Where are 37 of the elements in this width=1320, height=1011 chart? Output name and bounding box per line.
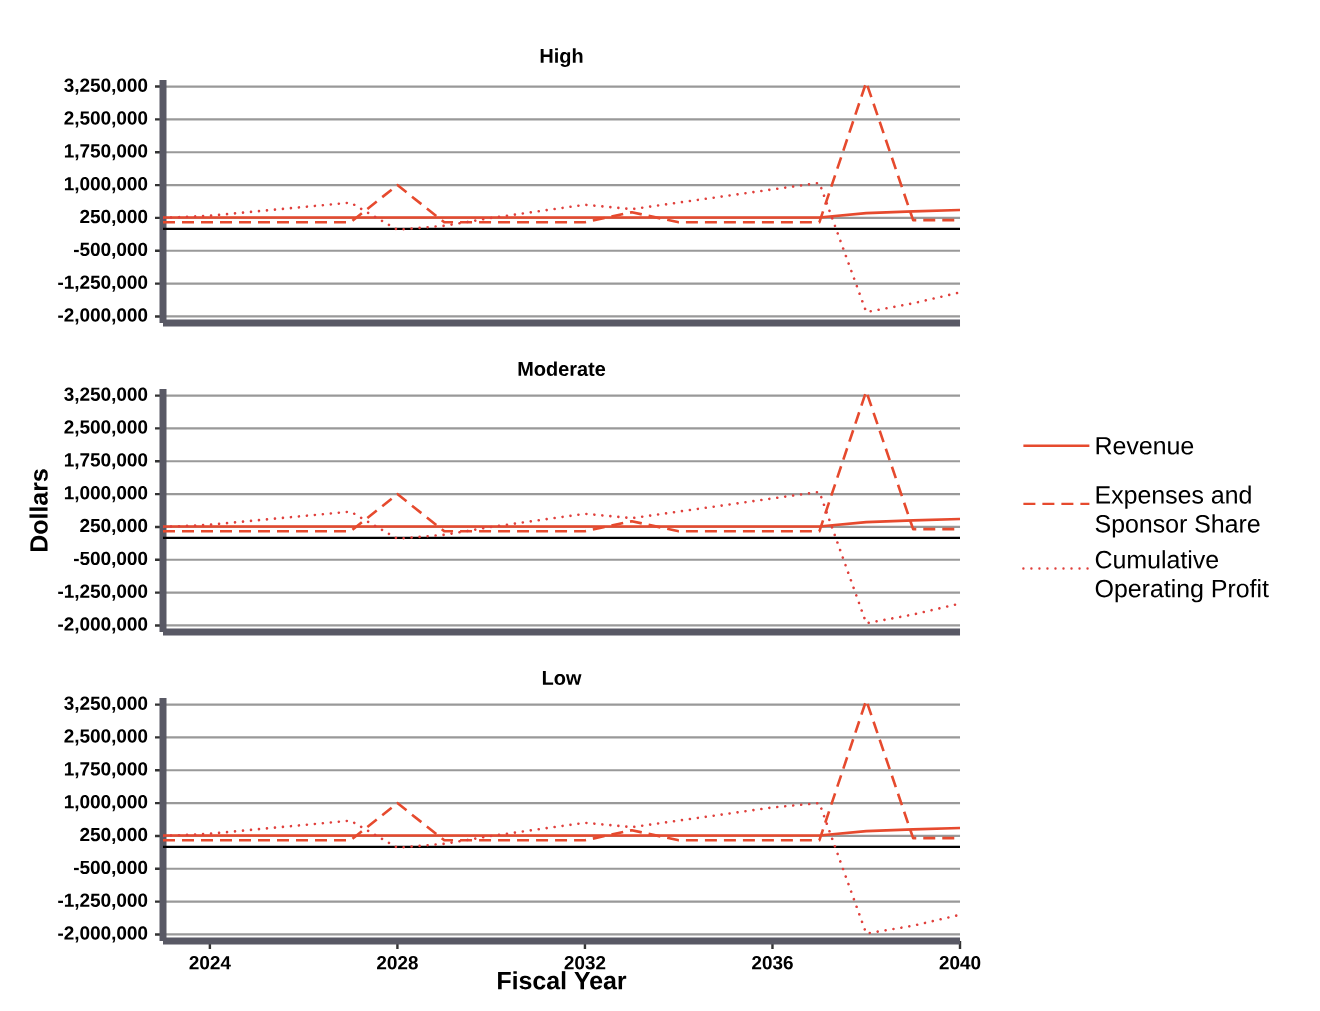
y-tick-label: -1,250,000 bbox=[58, 275, 148, 292]
y-tick-label: 1,750,000 bbox=[64, 453, 148, 470]
y-tick-label: 1,750,000 bbox=[64, 144, 148, 161]
y-tick-label: 3,250,000 bbox=[64, 387, 148, 404]
chart-title: Moderate bbox=[518, 361, 606, 377]
x-axis-title: Fiscal Year bbox=[498, 971, 627, 990]
y-tick-label: -1,250,000 bbox=[58, 584, 148, 601]
x-tick-label: 2032 bbox=[564, 956, 606, 970]
y-tick-label: -2,000,000 bbox=[58, 926, 148, 943]
x-tick-label: 2040 bbox=[939, 956, 981, 970]
y-tick-label: 250,000 bbox=[80, 518, 148, 536]
y-tick-label: 250,000 bbox=[80, 209, 148, 227]
y-tick-label: 1,000,000 bbox=[64, 486, 148, 503]
y-tick-label: -500,000 bbox=[73, 242, 148, 259]
chart-title: High bbox=[540, 48, 583, 67]
y-tick-label: 2,500,000 bbox=[64, 420, 148, 437]
legend-label: Expenses and Sponsor Share bbox=[1095, 485, 1260, 538]
y-axis-title: Dollars bbox=[29, 469, 48, 552]
y-tick-label: 1,000,000 bbox=[64, 795, 148, 812]
y-tick-label: -500,000 bbox=[73, 860, 148, 877]
y-tick-label: 1,750,000 bbox=[64, 762, 148, 779]
x-tick-label: 2028 bbox=[377, 956, 418, 970]
x-tick-label: 2024 bbox=[189, 956, 231, 970]
y-tick-label: -500,000 bbox=[73, 551, 148, 568]
y-tick-label: 1,000,000 bbox=[64, 177, 148, 194]
y-tick-label: -2,000,000 bbox=[58, 308, 148, 325]
y-tick-label: -1,250,000 bbox=[58, 893, 148, 910]
y-tick-label: 2,500,000 bbox=[64, 729, 148, 746]
y-tick-label: 3,250,000 bbox=[64, 78, 148, 95]
legend-label: Revenue bbox=[1096, 437, 1194, 455]
y-tick-label: 3,250,000 bbox=[64, 696, 148, 713]
y-tick-label: -2,000,000 bbox=[58, 617, 148, 634]
y-tick-label: 2,500,000 bbox=[64, 111, 148, 128]
x-tick-label: 2036 bbox=[752, 956, 793, 970]
y-tick-label: 250,000 bbox=[80, 827, 148, 845]
legend-label: Cumulative Operating Profit bbox=[1095, 550, 1269, 603]
chart-title: Low bbox=[542, 671, 582, 686]
